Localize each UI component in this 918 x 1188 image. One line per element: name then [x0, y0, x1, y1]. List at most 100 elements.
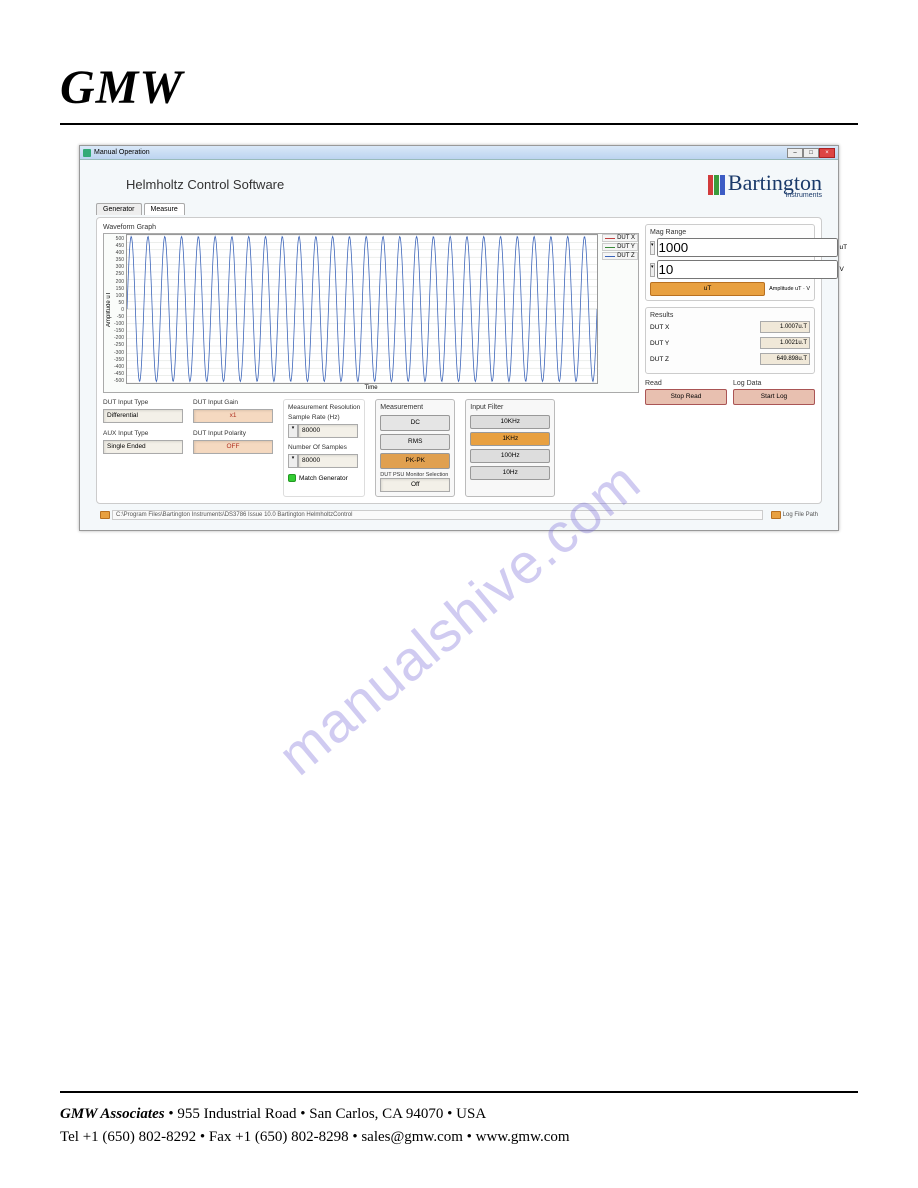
minimize-button[interactable]: – [787, 148, 803, 158]
y-tick: -250 [114, 342, 124, 348]
window-title: Manual Operation [94, 149, 150, 156]
match-generator-label: Match Generator [299, 475, 348, 482]
dut-polarity-label: DUT Input Polarity [193, 430, 273, 437]
dut-input-type-label: DUT Input Type [103, 399, 183, 406]
sample-rate-spinner[interactable]: ▾ [288, 424, 298, 438]
dut-polarity-field[interactable]: OFF [193, 440, 273, 454]
y-tick: 300 [114, 264, 124, 270]
mag-field1-spinner[interactable]: ▾ [650, 241, 655, 255]
y-tick: -200 [114, 335, 124, 341]
amplitude-label: Amplitude uT · V [769, 286, 810, 292]
result-duty-value: 1.0021u.T [760, 337, 810, 349]
footer-company: GMW Associates [60, 1106, 165, 1122]
mag-ut-button[interactable]: uT [650, 282, 765, 296]
legend-label: DUT X [617, 235, 635, 241]
waveform-graph: Amplitude uT 500 450 400 350 300 250 200… [103, 233, 639, 393]
y-axis-ticks: 500 450 400 350 300 250 200 150 100 50 0… [114, 234, 126, 384]
gmw-logo: GMW [60, 60, 858, 115]
y-tick: -400 [114, 364, 124, 370]
measurement-pkpk-button[interactable]: PK-PK [380, 453, 450, 469]
filter-1khz-button[interactable]: 1KHz [470, 432, 550, 446]
page-header: GMW [60, 60, 858, 125]
psu-monitor-label: DUT PSU Monitor Selection [380, 472, 450, 478]
tab-generator[interactable]: Generator [96, 203, 142, 215]
page-footer: GMW Associates • 955 Industrial Road • S… [60, 1091, 858, 1148]
y-tick: -350 [114, 357, 124, 363]
measurement-label: Measurement [380, 404, 450, 411]
y-tick: 400 [114, 250, 124, 256]
num-samples-spinner[interactable]: ▾ [288, 454, 298, 468]
legend-label: DUT Z [617, 253, 635, 259]
footer-address: • 955 Industrial Road • San Carlos, CA 9… [165, 1106, 487, 1122]
start-log-button[interactable]: Start Log [733, 389, 815, 405]
dut-gain-field[interactable]: x1 [193, 409, 273, 423]
num-samples-label: Number Of Samples [288, 444, 360, 451]
y-tick: 450 [114, 243, 124, 249]
y-tick: 100 [114, 293, 124, 299]
y-tick: 150 [114, 286, 124, 292]
stop-read-button[interactable]: Stop Read [645, 389, 727, 405]
application-screenshot: Manual Operation – □ × Helmholtz Control… [79, 145, 839, 531]
maximize-button[interactable]: □ [803, 148, 819, 158]
mag-field2[interactable] [657, 260, 838, 279]
sample-rate-field[interactable]: 80000 [298, 424, 358, 438]
logo-bar [714, 175, 719, 195]
y-tick: 500 [114, 236, 124, 242]
folder-icon[interactable] [100, 511, 110, 519]
main-panel: Waveform Graph Amplitude uT 500 450 400 … [96, 217, 822, 504]
result-dutx-value: 1.0007u.T [760, 321, 810, 333]
y-tick: -500 [114, 378, 124, 384]
mag-range-panel: Mag Range ▾ uT ▾ V uT Amplitude uT · V [645, 224, 815, 301]
log-file-path-label: Log File Path [783, 512, 818, 518]
result-duty-label: DUT Y [650, 340, 756, 347]
folder-icon[interactable] [771, 511, 781, 519]
mag-field1-unit: uT [840, 244, 848, 251]
bartington-logo: Bartington Instruments [708, 170, 822, 199]
logo-bar [720, 175, 725, 195]
match-generator-led[interactable] [288, 474, 296, 482]
aux-input-type-field[interactable]: Single Ended [103, 440, 183, 454]
mag-field1[interactable] [657, 238, 838, 257]
results-panel: Results DUT X1.0007u.T DUT Y1.0021u.T DU… [645, 307, 815, 374]
mag-field2-spinner[interactable]: ▾ [650, 263, 655, 277]
close-button[interactable]: × [819, 148, 835, 158]
legend-label: DUT Y [617, 244, 635, 250]
psu-monitor-field[interactable]: Off [380, 478, 450, 492]
y-tick: -150 [114, 328, 124, 334]
y-tick: -450 [114, 371, 124, 377]
filter-10hz-button[interactable]: 10Hz [470, 466, 550, 480]
filter-100hz-button[interactable]: 100Hz [470, 449, 550, 463]
y-tick: 50 [114, 300, 124, 306]
y-tick: 0 [114, 307, 124, 313]
legend-item[interactable]: DUT X [602, 234, 638, 242]
aux-input-type-label: AUX Input Type [103, 430, 183, 437]
y-tick: 350 [114, 257, 124, 263]
tab-measure[interactable]: Measure [144, 203, 185, 215]
y-tick: -100 [114, 321, 124, 327]
num-samples-field[interactable]: 80000 [298, 454, 358, 468]
legend-item[interactable]: DUT Z [602, 252, 638, 260]
input-filter-label: Input Filter [470, 404, 550, 411]
legend-item[interactable]: DUT Y [602, 243, 638, 251]
app-title: Helmholtz Control Software [96, 177, 284, 192]
plot-area [126, 234, 598, 384]
read-label: Read [645, 380, 727, 387]
logo-bar [708, 175, 713, 195]
measurement-rms-button[interactable]: RMS [380, 434, 450, 450]
result-dutz-value: 649.898u.T [760, 353, 810, 365]
config-path-field[interactable]: C:\Program Files\Bartington Instruments\… [112, 510, 763, 520]
y-tick: -300 [114, 350, 124, 356]
y-tick: -50 [114, 314, 124, 320]
filter-10khz-button[interactable]: 10KHz [470, 415, 550, 429]
graph-title: Waveform Graph [103, 224, 639, 231]
result-dutz-label: DUT Z [650, 356, 756, 363]
graph-legend: DUT X DUT Y DUT Z [602, 234, 638, 384]
measurement-dc-button[interactable]: DC [380, 415, 450, 431]
dut-input-type-field[interactable]: Differential [103, 409, 183, 423]
sample-rate-label: Sample Rate (Hz) [288, 414, 360, 421]
y-axis-label: Amplitude uT [104, 234, 114, 384]
meas-resolution-label: Measurement Resolution [288, 404, 360, 411]
app-icon [83, 149, 91, 157]
x-axis-label: Time [104, 384, 638, 392]
tab-bar: Generator Measure [96, 203, 822, 215]
